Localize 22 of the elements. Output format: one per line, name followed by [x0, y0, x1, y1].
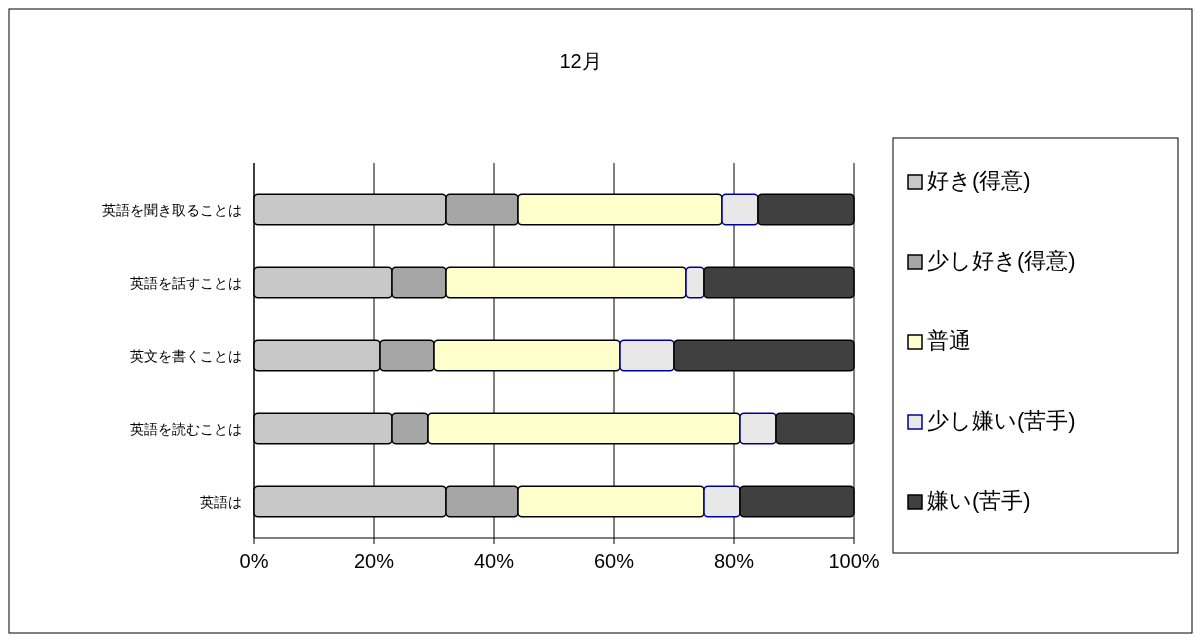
- legend-label: 少し嫌い(苦手): [927, 408, 1076, 433]
- bar: [703, 485, 741, 518]
- legend-label: 普通: [927, 328, 971, 353]
- bar: [721, 193, 759, 226]
- x-tick-label: 60%: [593, 550, 635, 572]
- y-tick-label: 英語を聞き取ることは: [102, 201, 242, 218]
- x-tick-label: 0%: [239, 550, 269, 572]
- x-tick-label: 20%: [353, 550, 395, 572]
- x-tick-label: 40%: [473, 550, 515, 572]
- y-tick-label: 英文を書くことは: [130, 347, 242, 364]
- bar: [619, 339, 675, 372]
- x-tick-label: 100%: [828, 550, 880, 572]
- x-tick-label: 80%: [713, 550, 755, 572]
- y-tick-label: 英語は: [200, 493, 242, 510]
- legend-label: 嫌い(苦手): [927, 488, 1031, 513]
- chart-title: 12月: [559, 50, 602, 72]
- bar: [685, 266, 705, 299]
- legend-label: 少し好き(得意): [927, 248, 1076, 273]
- bar: [739, 412, 777, 445]
- legend-label: 好き(得意): [927, 168, 1031, 193]
- y-tick-label: 英語を話すことは: [130, 274, 242, 291]
- y-tick-label: 英語を読むことは: [130, 420, 242, 437]
